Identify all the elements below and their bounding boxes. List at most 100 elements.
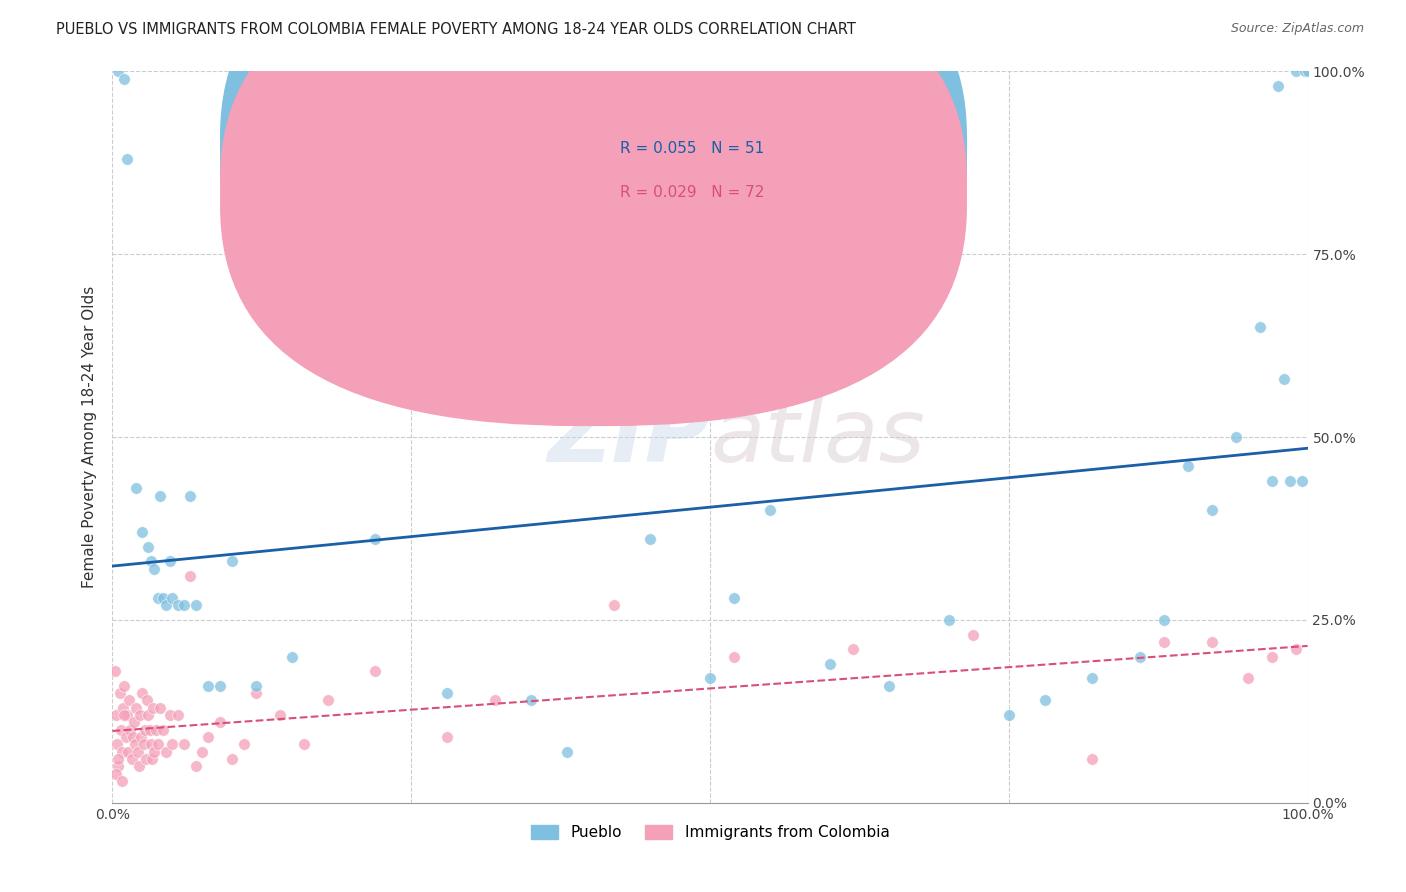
Point [139,737,162,751]
Point [149,489,172,503]
Point [131,525,153,540]
Point [162,737,183,751]
Point [1285,642,1308,657]
Point [107,759,129,773]
Text: R = 0.029   N = 72: R = 0.029 N = 72 [620,186,765,201]
Point [145,723,167,737]
Point [1153,635,1175,649]
Point [132,737,155,751]
Point [1296,64,1319,78]
Point [484,693,506,707]
Point [136,693,159,707]
Point [121,752,143,766]
Point [115,708,138,723]
Point [1285,64,1308,78]
Point [316,693,339,707]
Point [245,679,267,693]
Point [146,591,169,605]
Y-axis label: Female Poverty Among 18-24 Year Olds: Female Poverty Among 18-24 Year Olds [82,286,97,588]
FancyBboxPatch shape [221,0,967,383]
Point [197,730,219,744]
Point [1278,474,1301,488]
Point [818,657,841,671]
Point [938,613,960,627]
Point [281,649,304,664]
Point [167,599,190,613]
Point [112,700,135,714]
Point [1267,78,1289,93]
Point [179,569,201,583]
Point [173,737,195,751]
Point [138,708,160,723]
Point [142,700,165,714]
Point [1201,503,1223,517]
Point [162,591,183,605]
Point [135,752,157,766]
Text: Source: ZipAtlas.com: Source: ZipAtlas.com [1230,22,1364,36]
Point [723,591,745,605]
Point [1177,459,1199,474]
Point [640,533,662,547]
Point [233,737,256,751]
Point [114,679,135,693]
Point [124,737,146,751]
Legend: Pueblo, Immigrants from Colombia: Pueblo, Immigrants from Colombia [524,819,896,847]
Point [186,599,208,613]
Point [1153,613,1175,627]
Point [364,533,387,547]
Point [1237,672,1260,686]
Point [1201,635,1223,649]
Point [436,730,458,744]
Point [155,599,177,613]
Point [221,752,243,766]
Point [107,64,129,78]
Point [125,481,148,495]
Point [117,745,139,759]
Text: ZIP: ZIP [547,393,710,481]
Point [127,745,149,759]
Point [152,723,174,737]
Point [107,752,129,766]
Point [221,554,243,568]
Point [146,737,169,751]
Point [129,708,152,723]
Point [105,766,128,780]
Point [134,723,156,737]
Point [520,693,543,707]
Point [149,700,172,714]
Point [105,708,128,723]
Point [108,686,131,700]
Point [125,700,148,714]
Point [111,745,134,759]
Point [173,599,195,613]
Point [1291,474,1313,488]
Point [191,745,214,759]
Point [167,708,190,723]
Point [292,737,315,751]
Point [122,715,145,730]
Point [114,730,136,744]
Point [723,649,745,664]
Point [879,679,901,693]
Point [110,723,132,737]
Point [759,503,782,517]
Point [842,642,865,657]
Point [138,540,160,554]
Point [245,686,267,700]
Point [111,773,134,788]
Point [139,554,162,568]
Point [152,591,174,605]
Point [155,745,177,759]
Point [1129,649,1152,664]
Point [120,723,142,737]
Point [118,693,141,707]
Point [1261,474,1284,488]
Point [159,554,181,568]
Point [143,562,166,576]
Point [115,152,138,166]
FancyBboxPatch shape [554,122,842,225]
Point [209,679,232,693]
Point [998,708,1021,723]
Point [143,745,166,759]
Point [1294,64,1316,78]
